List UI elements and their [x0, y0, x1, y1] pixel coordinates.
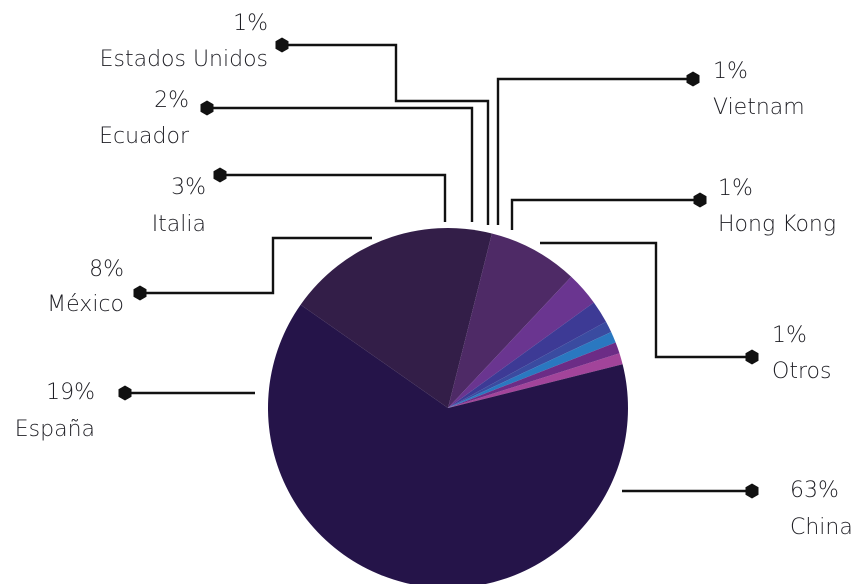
pie-slices — [267, 228, 628, 584]
leader-line-otros — [540, 241, 752, 359]
pie-slice-italia — [448, 276, 594, 408]
category-label-italia: Italia — [152, 212, 206, 237]
category-label-china: China — [790, 515, 853, 540]
pie-slice-ecuador — [448, 302, 607, 408]
leader-lines — [118, 37, 759, 499]
leader-dot-hong-kong — [693, 192, 707, 208]
leader-dot-espana — [118, 385, 132, 401]
leader-dot-mexico — [133, 285, 147, 301]
percent-label-china: 63% — [790, 478, 839, 503]
percent-label-otros: 1% — [772, 323, 807, 348]
leader-dot-vietnam — [686, 71, 700, 87]
leader-line-ecuador — [207, 106, 474, 222]
pie-slice-espana — [300, 228, 492, 408]
percent-label-vietnam: 1% — [713, 59, 748, 84]
category-label-mexico: México — [47, 292, 124, 317]
percent-label-espana: 19% — [46, 380, 95, 405]
leader-dot-italia — [213, 167, 227, 183]
percent-label-ecuador: 2% — [154, 88, 189, 113]
leader-line-estados-unidos — [282, 43, 490, 225]
category-label-ecuador: Ecuador — [99, 124, 190, 149]
leader-line-mexico — [140, 236, 372, 295]
leader-line-hong-kong — [510, 198, 700, 230]
leader-dot-ecuador — [200, 100, 214, 116]
leader-line-italia — [220, 173, 447, 222]
slice-labels: 1% Otros 63% China 19% España 8% México 3% Italia… — [15, 11, 853, 540]
leader-dot-china — [745, 483, 759, 499]
category-label-vietnam: Vietnam — [713, 95, 805, 120]
pie-slice-vietnam — [448, 332, 616, 408]
percent-label-hong-kong: 1% — [718, 176, 753, 201]
leader-dot-otros — [745, 349, 759, 365]
pie-slice-mexico — [448, 233, 572, 408]
percent-label-italia: 3% — [171, 175, 206, 200]
leader-line-vietnam — [496, 77, 693, 225]
leader-dot-estados-unidos — [275, 37, 289, 53]
pie-slice-estados-unidos — [448, 321, 612, 408]
percent-label-estados-unidos: 1% — [233, 11, 268, 36]
category-label-otros: Otros — [772, 359, 831, 384]
pie-slice-otros — [448, 353, 623, 408]
category-label-hong-kong: Hong Kong — [718, 212, 836, 237]
percent-label-mexico: 8% — [89, 257, 124, 282]
pie-slice-hong-kong — [448, 342, 620, 408]
category-label-estados-unidos: Estados Unidos — [100, 47, 268, 72]
category-label-espana: España — [15, 417, 95, 442]
pie-slice-china — [267, 304, 628, 584]
